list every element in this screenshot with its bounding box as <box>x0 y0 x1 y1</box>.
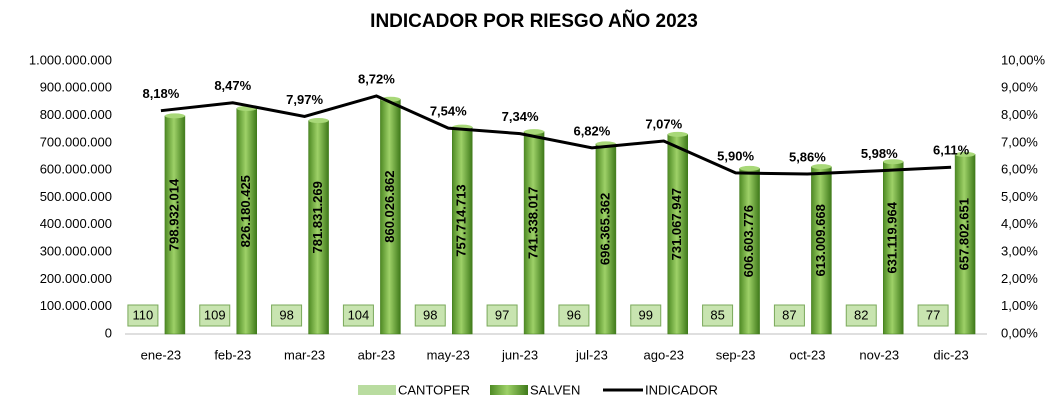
y2-tick-label: 3,00% <box>1001 244 1038 259</box>
data-label-box <box>127 304 159 327</box>
y-tick-label: 200.000.000 <box>40 271 112 286</box>
y2-tick-label: 6,00% <box>1001 162 1038 177</box>
data-label: 87 <box>782 307 796 322</box>
data-label: 96 <box>567 307 581 322</box>
data-label: 97 <box>495 307 509 322</box>
data-label: 613.009.668 <box>813 204 828 276</box>
y2-tick-label: 10,00% <box>1001 52 1046 67</box>
data-label: 5,90% <box>717 148 754 163</box>
x-tick-label: jul-23 <box>575 347 608 362</box>
data-label-box <box>342 304 374 327</box>
data-label: 696.365.362 <box>597 193 612 265</box>
data-label: 104 <box>348 307 370 322</box>
bar-top <box>811 164 832 170</box>
data-label: 8,18% <box>142 86 179 101</box>
data-label: 8,47% <box>214 78 251 93</box>
x-tick-label: abr-23 <box>358 347 396 362</box>
data-label: 7,97% <box>286 92 323 107</box>
data-label: 98 <box>279 307 293 322</box>
x-tick-label: mar-23 <box>284 347 325 362</box>
y-tick-label: 0 <box>105 325 112 340</box>
data-label: 757.714.713 <box>454 184 469 256</box>
data-label: 98 <box>423 307 437 322</box>
data-label: 860.026.862 <box>382 170 397 242</box>
x-tick-label: dic-23 <box>933 347 968 362</box>
y2-tick-label: 2,00% <box>1001 271 1038 286</box>
y2-tick-label: 7,00% <box>1001 134 1038 149</box>
x-tick-label: feb-23 <box>214 347 251 362</box>
data-label: 826.180.425 <box>238 175 253 247</box>
data-label: 8,72% <box>358 71 395 86</box>
x-tick-label: jun-23 <box>501 347 538 362</box>
data-label: 110 <box>133 307 154 322</box>
data-label: 7,07% <box>645 116 682 131</box>
bar-top <box>524 129 545 135</box>
data-label: 99 <box>639 307 653 322</box>
data-label: 85 <box>710 307 724 322</box>
data-label: 6,11% <box>933 143 970 158</box>
data-label-box <box>702 304 734 327</box>
legend-swatch <box>490 385 528 395</box>
y-tick-label: 900.000.000 <box>40 80 112 95</box>
y-tick-label: 400.000.000 <box>40 216 112 231</box>
data-label: 631.119.964 <box>885 201 900 273</box>
chart-title: INDICADOR POR RIESGO AÑO 2023 <box>370 10 698 32</box>
data-label-box <box>414 304 446 327</box>
x-tick-label: sep-23 <box>716 347 756 362</box>
data-label: 731.067.947 <box>669 188 684 260</box>
data-label-box <box>917 304 949 327</box>
data-label-box <box>845 304 877 327</box>
bar-top <box>739 165 760 171</box>
y-tick-label: 100.000.000 <box>40 298 112 313</box>
y-tick-label: 1.000.000.000 <box>29 52 112 67</box>
data-label-box <box>773 304 805 327</box>
legend-swatch <box>358 385 396 395</box>
y-tick-label: 300.000.000 <box>40 244 112 259</box>
data-label: 798.932.014 <box>166 178 181 251</box>
data-label: 657.802.651 <box>957 198 972 270</box>
bar-top <box>955 151 976 157</box>
x-tick-label: oct-23 <box>789 347 825 362</box>
data-label: 109 <box>204 307 226 322</box>
x-tick-label: may-23 <box>427 347 470 362</box>
bar-top <box>667 131 688 137</box>
data-label-box <box>199 304 231 327</box>
data-label: 781.831.269 <box>310 181 325 253</box>
x-tick-label: nov-23 <box>859 347 899 362</box>
y2-tick-label: 0,00% <box>1001 325 1038 340</box>
data-label-box <box>558 304 590 327</box>
data-label: 6,82% <box>573 123 610 138</box>
legend-label: INDICADOR <box>645 382 718 397</box>
data-label-box <box>630 304 662 327</box>
data-label: 7,54% <box>430 104 467 119</box>
data-label: 77 <box>926 307 940 322</box>
legend-label: SALVEN <box>530 382 580 397</box>
x-tick-label: ago-23 <box>644 347 684 362</box>
legend-label: CANTOPER <box>398 382 470 397</box>
y2-tick-label: 9,00% <box>1001 80 1038 95</box>
y-tick-label: 500.000.000 <box>40 189 112 204</box>
y-tick-label: 600.000.000 <box>40 162 112 177</box>
x-tick-label: ene-23 <box>141 347 181 362</box>
data-label-box <box>486 304 518 327</box>
y2-tick-label: 4,00% <box>1001 216 1038 231</box>
data-label: 5,86% <box>789 149 826 164</box>
y2-tick-label: 5,00% <box>1001 189 1038 204</box>
line <box>160 94 952 176</box>
bar-top <box>164 113 185 119</box>
data-label: 741.338.017 <box>526 187 541 259</box>
data-label: 606.603.776 <box>741 205 756 277</box>
data-label: 5,98% <box>861 146 898 161</box>
data-label: 82 <box>854 307 868 322</box>
data-label-box <box>271 304 303 327</box>
bar-top <box>308 118 329 124</box>
y2-tick-label: 8,00% <box>1001 107 1038 122</box>
data-label: 7,34% <box>502 109 539 124</box>
y-tick-label: 700.000.000 <box>40 134 112 149</box>
bar-top <box>883 159 904 165</box>
y-tick-label: 800.000.000 <box>40 107 112 122</box>
y2-tick-label: 1,00% <box>1001 298 1038 313</box>
